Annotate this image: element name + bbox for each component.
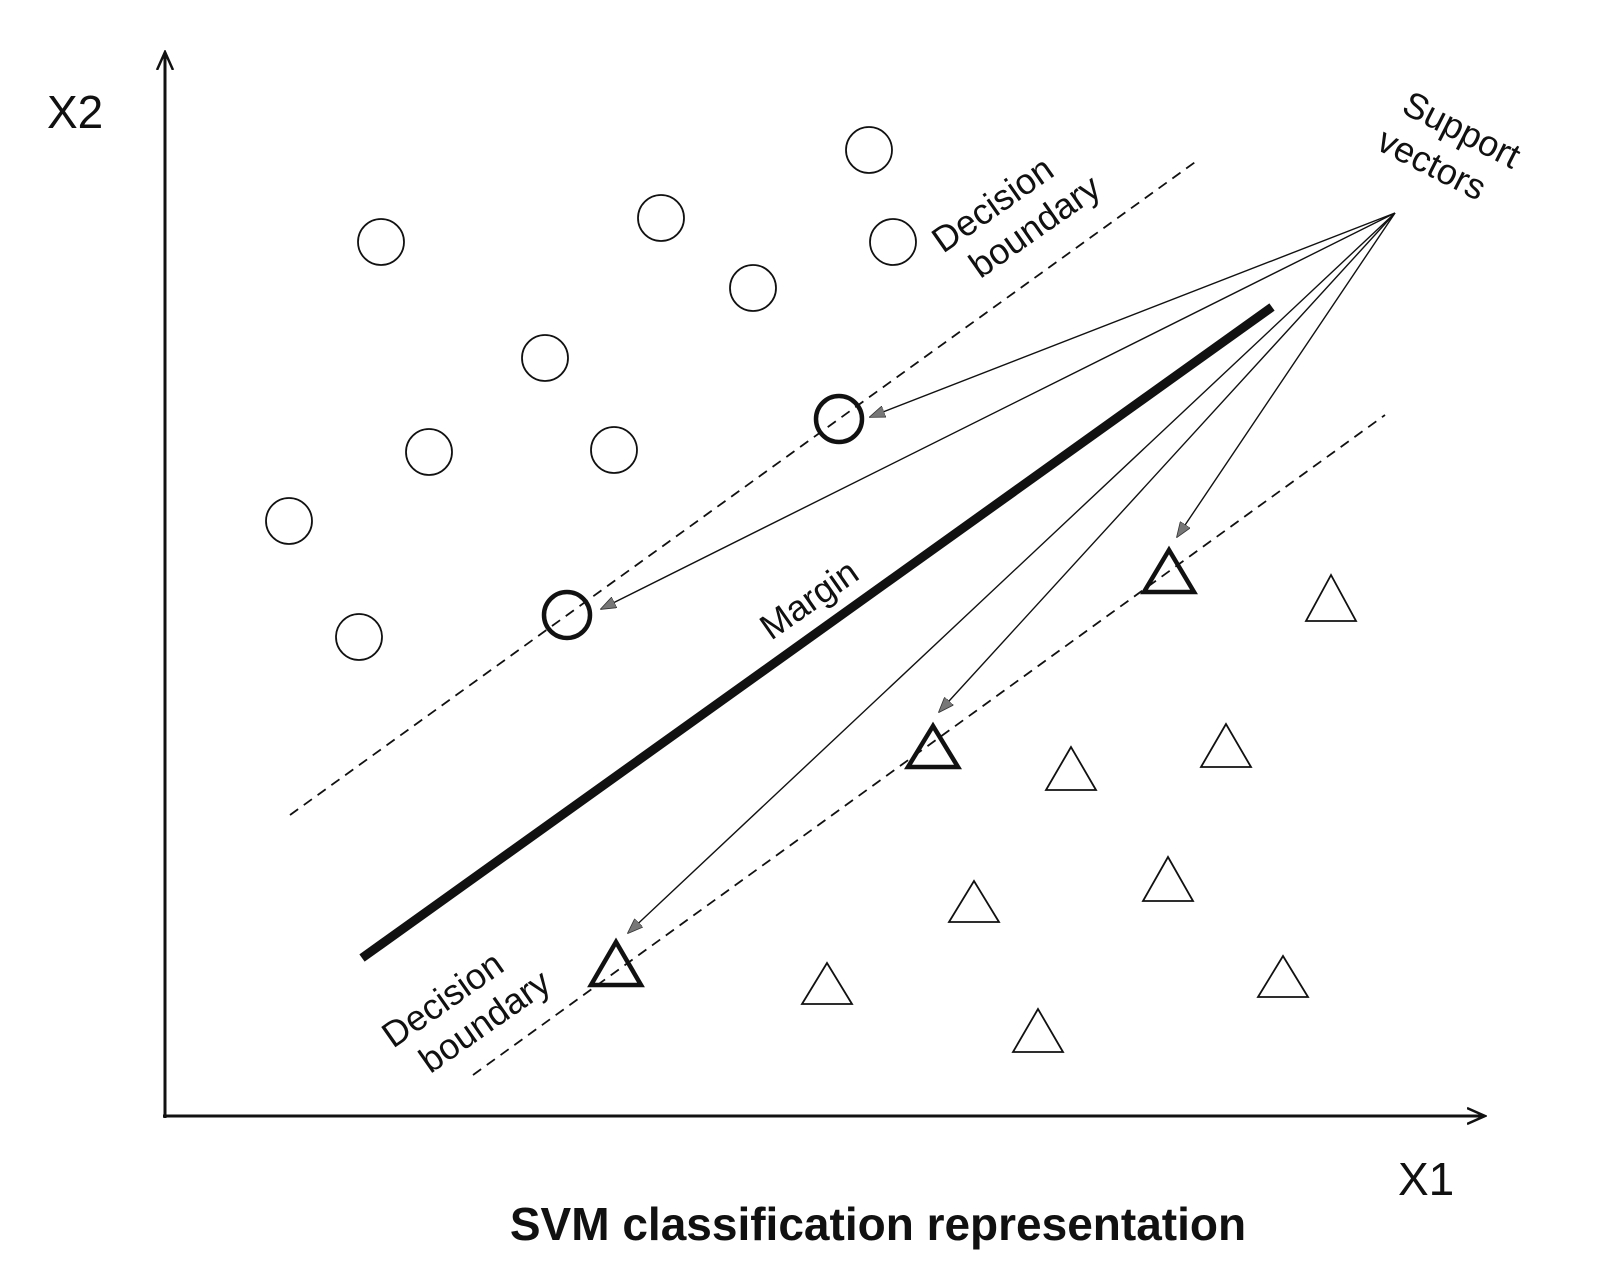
- diagram-title: SVM classification representation: [510, 1198, 1246, 1250]
- decision-boundary-label-top: Decision boundary: [924, 148, 1108, 286]
- circle-point: [729, 264, 777, 312]
- triangle-point: [1141, 855, 1195, 902]
- hyperplane-line: [359, 303, 1275, 962]
- axis-x-label: X1: [1398, 1153, 1454, 1205]
- axes: [163, 52, 1485, 1118]
- axis-y-label: X2: [47, 86, 103, 138]
- support-vector-triangle: [1140, 545, 1198, 595]
- support-vector-arrow: [1177, 212, 1396, 537]
- support-vector-triangle: [587, 937, 645, 988]
- support-vector-arrow: [870, 212, 1396, 417]
- circle-point: [845, 126, 893, 174]
- class-b-points: [587, 545, 1358, 1053]
- triangle-point: [1044, 745, 1098, 791]
- support-vector-arrow: [628, 212, 1396, 933]
- triangle-point: [947, 879, 1001, 923]
- circle-point: [335, 613, 383, 661]
- circle-point: [357, 218, 405, 266]
- lower-margin-dashed-line: [472, 414, 1386, 1076]
- margin-lines: [289, 159, 1386, 1076]
- support-vector-arrows: [601, 212, 1396, 933]
- circle-point: [869, 218, 917, 266]
- triangle-point: [1304, 573, 1358, 622]
- class-a-points: [265, 126, 917, 661]
- upper-margin-dashed-line: [289, 159, 1199, 816]
- support-vector-circle: [813, 393, 865, 445]
- circle-point: [637, 194, 685, 242]
- triangle-point: [1011, 1007, 1065, 1053]
- circle-point: [405, 428, 453, 476]
- support-vector-triangle: [903, 721, 963, 770]
- triangle-point: [800, 961, 854, 1005]
- circle-point: [265, 497, 313, 545]
- triangle-point: [1256, 954, 1310, 998]
- circle-point: [521, 334, 569, 382]
- decision-boundary-label-bottom: Decision boundary: [374, 943, 558, 1081]
- support-vector-circle: [541, 589, 593, 641]
- triangle-point: [1199, 722, 1253, 768]
- circle-point: [590, 426, 638, 474]
- support-vector-arrow: [601, 212, 1396, 609]
- support-vector-arrow: [939, 212, 1396, 712]
- support-vectors-label: Support vectors: [1371, 83, 1527, 209]
